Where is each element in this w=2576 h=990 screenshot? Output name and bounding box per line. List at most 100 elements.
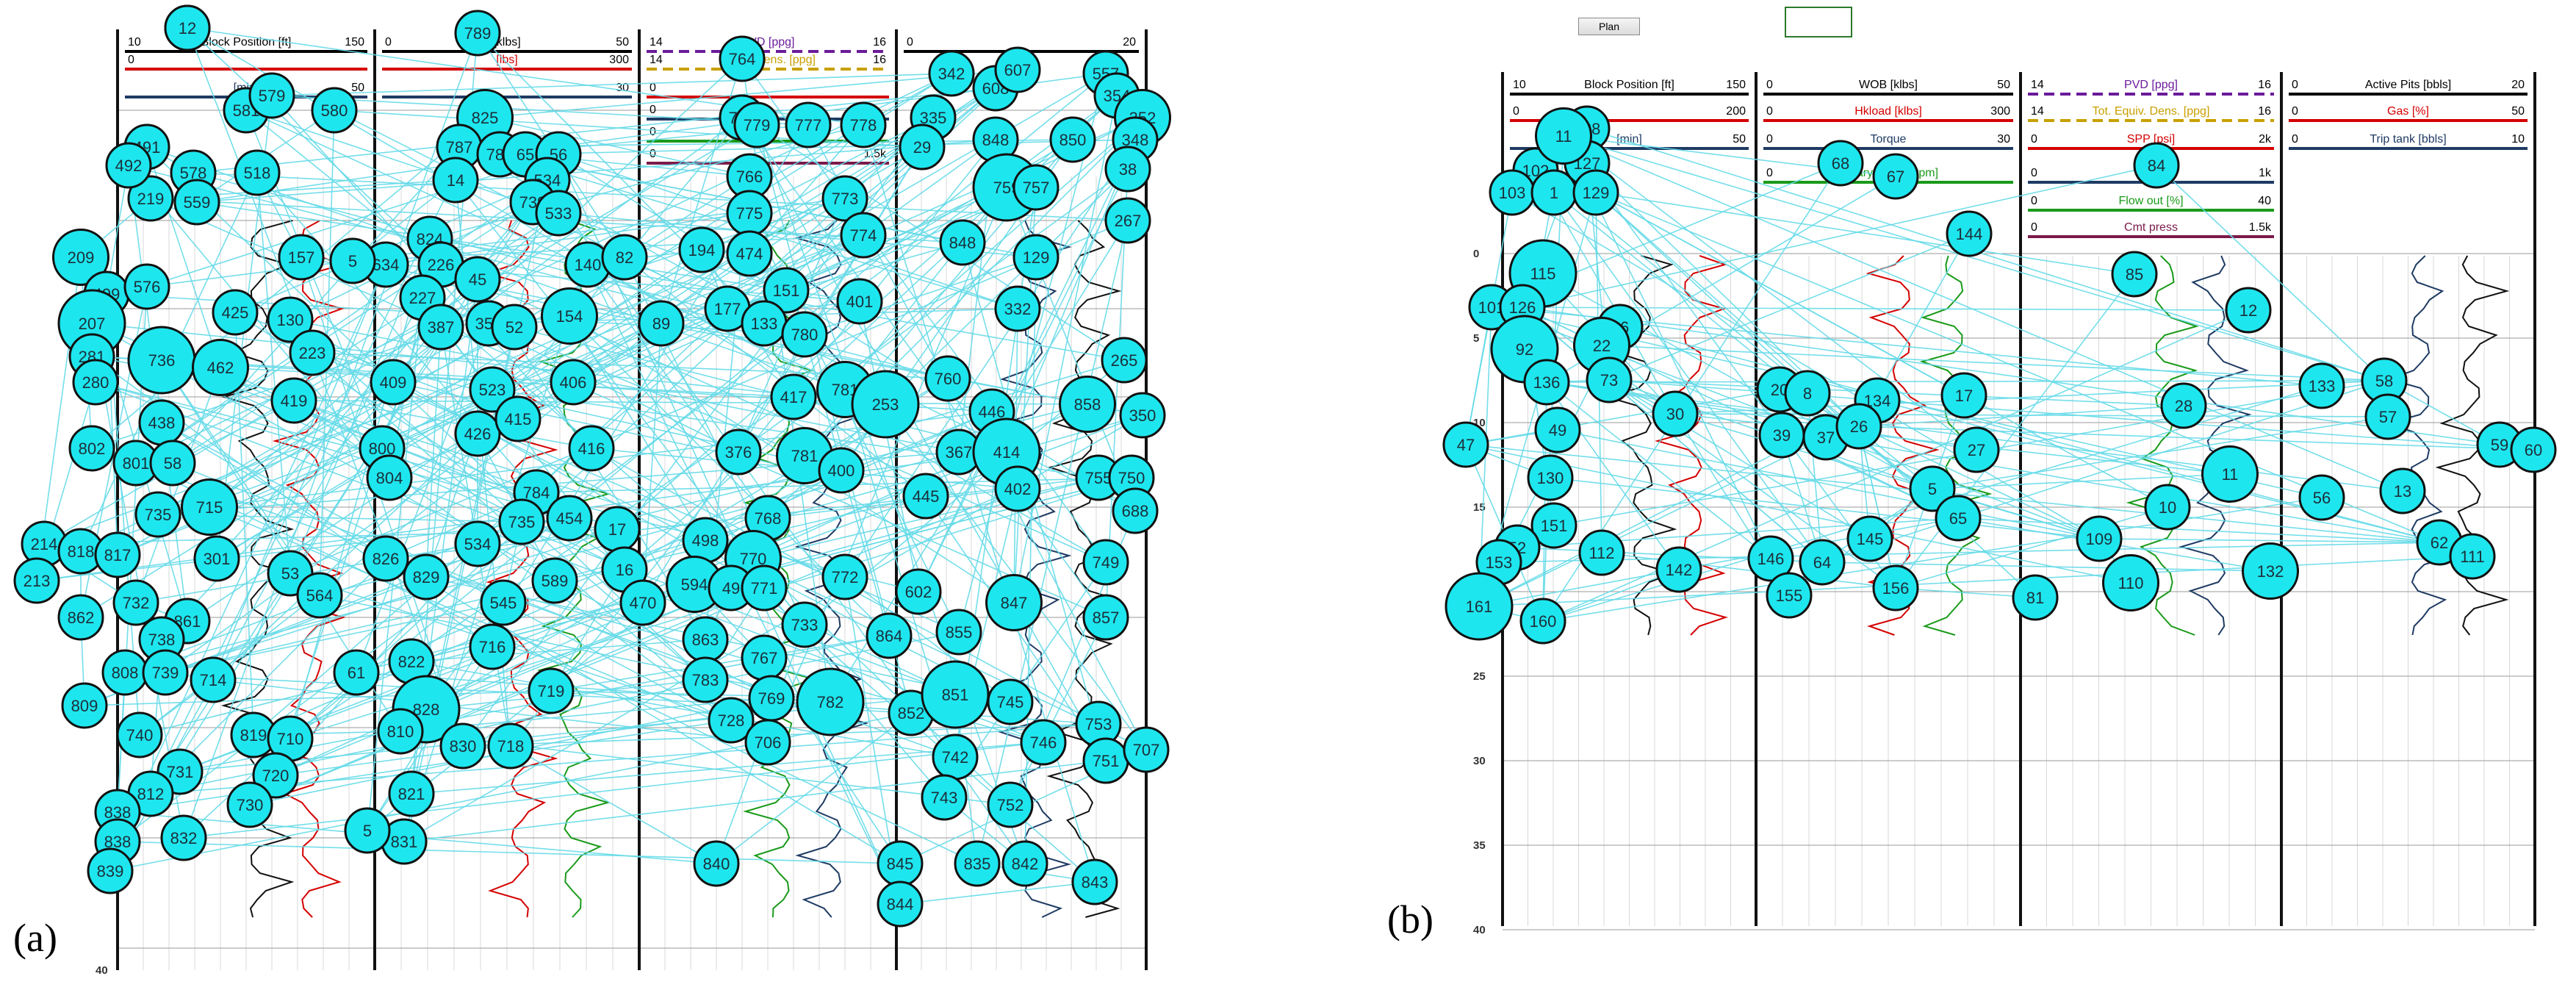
track-scale-right: 50 [2511, 105, 2525, 118]
connection-edge [1465, 444, 2131, 584]
node-circle [2144, 484, 2191, 531]
node-label: 58 [164, 454, 181, 473]
node-label: 716 [479, 638, 506, 656]
node-label: 332 [1004, 300, 1032, 318]
node-label: 533 [545, 204, 572, 223]
track-title: Flow out [%] [2118, 195, 2183, 207]
track-scale-left: 0 [650, 126, 656, 138]
node-label: 733 [791, 616, 819, 634]
node-label: 787 [446, 138, 473, 157]
connection-edge [179, 451, 1007, 772]
node-circle [1104, 146, 1151, 193]
node-circle [840, 101, 887, 148]
connection-edge [1546, 381, 1771, 559]
plan-button[interactable]: Plan [1578, 18, 1640, 35]
node-label: 835 [964, 855, 991, 873]
node-label: 755 [1085, 469, 1112, 487]
node-label: 862 [68, 609, 95, 627]
connection-edge [976, 220, 1129, 864]
node-circle [1082, 594, 1129, 641]
node-label: 367 [946, 443, 973, 462]
node-circle [836, 278, 883, 325]
node-label: 136 [1533, 373, 1561, 392]
node-circle [535, 190, 582, 237]
node-label: 784 [523, 484, 550, 502]
node-label: 109 [2086, 530, 2113, 548]
connection-edge [216, 146, 923, 559]
node-circle [289, 329, 336, 376]
node-circle [1444, 572, 1514, 641]
node-circle [13, 557, 60, 604]
node-label: 801 [123, 454, 150, 473]
track-scale-left: 14 [650, 36, 663, 49]
track-title: Trip tank [bbls] [2370, 133, 2446, 146]
node-circle [1534, 406, 1581, 453]
node-label: 766 [736, 168, 763, 186]
node-label: 213 [24, 572, 51, 590]
connection-edge [1511, 192, 2100, 539]
node-label: 818 [68, 542, 95, 561]
node-label: 156 [1882, 579, 1910, 598]
node-label: 39 [1773, 426, 1791, 445]
connection-edge [1013, 95, 1118, 603]
connection-edge [411, 639, 706, 662]
connection-edge [1465, 389, 1780, 445]
node-circle [454, 520, 501, 567]
connection-edge [1498, 542, 2440, 563]
node-circle [1784, 370, 1831, 417]
node-circle [164, 4, 211, 51]
node-label: 446 [979, 403, 1006, 421]
connection-edge [1601, 345, 2385, 381]
node-label: 779 [744, 116, 771, 134]
node-label: 789 [464, 24, 492, 43]
node-label: 751 [1093, 752, 1120, 770]
node-label: 67 [1887, 168, 1904, 186]
node-label: 735 [145, 506, 172, 524]
node-label: 130 [277, 311, 304, 329]
track-title: Block Position [ft] [201, 36, 292, 49]
node-label: 350 [1129, 406, 1156, 425]
node-label: 10 [2159, 498, 2176, 517]
node-circle [1442, 421, 1489, 468]
node-circle [333, 649, 380, 696]
node-label: 850 [1059, 131, 1087, 149]
node-label: 752 [997, 796, 1024, 814]
node-label: 13 [2394, 482, 2411, 501]
node-circle [270, 377, 317, 424]
connection-edge [84, 690, 552, 706]
track-title: Cmt press [2124, 221, 2178, 234]
node-circle [480, 579, 527, 626]
node-circle [770, 373, 817, 420]
connection-edge [117, 720, 732, 813]
node-label: 26 [1850, 417, 1868, 436]
node-label: 732 [123, 594, 150, 612]
connection-edge [1542, 569, 1680, 622]
track-scale-right: 50 [1997, 79, 2010, 91]
node-circle [362, 535, 409, 582]
node-label: 45 [469, 270, 486, 289]
connection-edge [1858, 426, 1896, 589]
node-label: 64 [1813, 553, 1831, 572]
node-label: 110 [2118, 574, 2143, 592]
track-scale-left: 14 [2031, 105, 2044, 118]
node-label: 57 [2379, 408, 2397, 426]
node-label: 718 [497, 737, 525, 756]
node-label: 843 [1082, 873, 1109, 892]
node-circle [417, 304, 464, 351]
connection-edge [356, 411, 993, 673]
connection-edge [642, 323, 662, 603]
track-scale-left: 0 [1766, 133, 1773, 146]
node-circle [439, 722, 486, 770]
node-circle [1523, 359, 1570, 406]
node-label: 38 [1119, 160, 1137, 179]
node-circle [528, 667, 575, 714]
node-label: 454 [556, 509, 583, 528]
node-label: 842 [1012, 855, 1039, 873]
node-circle [2449, 533, 2496, 580]
track-scale-right: 16 [873, 54, 886, 66]
node-label: 153 [1486, 553, 1513, 572]
log-curve [1046, 220, 1122, 918]
node-circle [2510, 426, 2557, 473]
node-circle [491, 304, 538, 351]
track-title: Torque [1871, 133, 1907, 146]
